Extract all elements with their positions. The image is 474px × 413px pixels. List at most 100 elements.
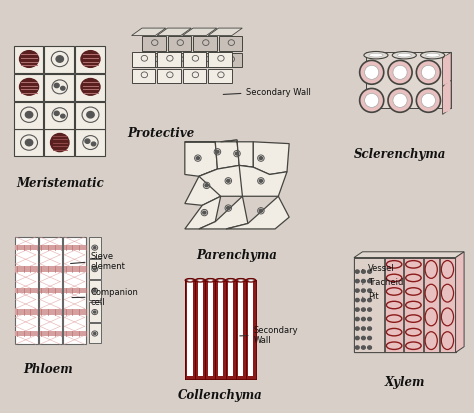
Polygon shape <box>445 83 450 113</box>
Ellipse shape <box>228 280 233 282</box>
Ellipse shape <box>426 54 440 58</box>
Ellipse shape <box>236 279 246 282</box>
Ellipse shape <box>392 52 416 60</box>
Bar <box>440 258 455 353</box>
Bar <box>208 69 232 84</box>
Ellipse shape <box>19 52 38 68</box>
Polygon shape <box>226 197 289 229</box>
Ellipse shape <box>187 280 193 282</box>
Circle shape <box>368 327 372 330</box>
Bar <box>39 309 61 315</box>
Ellipse shape <box>246 279 256 282</box>
Bar <box>238 280 243 376</box>
Polygon shape <box>443 81 451 115</box>
Bar <box>39 288 61 293</box>
Bar <box>39 331 61 336</box>
Circle shape <box>356 327 359 330</box>
Polygon shape <box>182 29 217 36</box>
Bar <box>15 309 36 315</box>
Polygon shape <box>199 166 253 197</box>
Ellipse shape <box>421 94 436 108</box>
Bar <box>89 259 100 279</box>
Ellipse shape <box>416 61 440 85</box>
Bar <box>45 47 74 74</box>
Bar <box>215 280 226 380</box>
Ellipse shape <box>397 54 411 58</box>
Bar <box>236 280 246 380</box>
Bar <box>385 258 403 353</box>
Bar <box>218 280 223 376</box>
Polygon shape <box>208 29 242 36</box>
Circle shape <box>368 337 372 340</box>
Text: Meristematic: Meristematic <box>16 177 104 190</box>
Bar <box>39 237 62 344</box>
Bar <box>39 267 61 272</box>
Ellipse shape <box>416 89 440 113</box>
Ellipse shape <box>185 279 195 282</box>
Bar <box>64 267 85 272</box>
Circle shape <box>236 153 238 156</box>
Ellipse shape <box>388 61 412 85</box>
Bar <box>248 280 254 376</box>
Text: Secondary
Wall: Secondary Wall <box>240 325 298 344</box>
Bar <box>157 69 181 84</box>
Polygon shape <box>253 142 289 175</box>
Circle shape <box>368 289 372 292</box>
Bar <box>228 280 233 376</box>
Bar <box>193 54 217 68</box>
Bar <box>205 280 215 380</box>
Text: Sieve
element: Sieve element <box>71 251 125 271</box>
Bar <box>142 37 166 52</box>
Bar <box>75 75 105 102</box>
Circle shape <box>368 318 372 321</box>
Bar <box>354 258 456 353</box>
Circle shape <box>259 180 263 183</box>
Bar <box>354 258 384 353</box>
Ellipse shape <box>19 79 38 96</box>
Circle shape <box>362 308 365 311</box>
Ellipse shape <box>369 54 383 58</box>
Circle shape <box>368 346 372 349</box>
Bar <box>226 280 236 380</box>
Circle shape <box>362 346 365 349</box>
Bar <box>75 130 105 157</box>
Circle shape <box>61 115 65 119</box>
Circle shape <box>368 270 372 273</box>
Circle shape <box>227 180 230 183</box>
Circle shape <box>368 299 372 302</box>
Bar <box>208 53 232 67</box>
Circle shape <box>85 140 90 144</box>
Bar <box>45 130 74 157</box>
Polygon shape <box>445 55 450 85</box>
Bar <box>142 54 166 68</box>
Circle shape <box>356 308 359 311</box>
Bar <box>89 238 100 258</box>
Ellipse shape <box>215 279 226 282</box>
Ellipse shape <box>208 280 213 282</box>
Ellipse shape <box>364 52 388 60</box>
Bar <box>219 37 242 52</box>
Bar <box>15 267 36 272</box>
Ellipse shape <box>360 61 384 85</box>
Bar <box>14 47 44 74</box>
Polygon shape <box>185 142 218 177</box>
Bar <box>14 102 44 129</box>
Circle shape <box>362 337 365 340</box>
Ellipse shape <box>393 66 407 80</box>
Bar <box>182 69 206 84</box>
Ellipse shape <box>226 279 236 282</box>
Circle shape <box>356 270 359 273</box>
Circle shape <box>356 289 359 292</box>
Circle shape <box>93 290 96 292</box>
Bar <box>15 331 36 336</box>
Circle shape <box>362 299 365 302</box>
Circle shape <box>54 112 59 116</box>
Circle shape <box>91 143 96 147</box>
Polygon shape <box>185 141 239 170</box>
Ellipse shape <box>195 279 205 282</box>
Circle shape <box>356 346 359 349</box>
Circle shape <box>356 318 359 321</box>
Bar <box>193 37 217 52</box>
Bar <box>89 280 100 301</box>
Circle shape <box>216 151 219 154</box>
